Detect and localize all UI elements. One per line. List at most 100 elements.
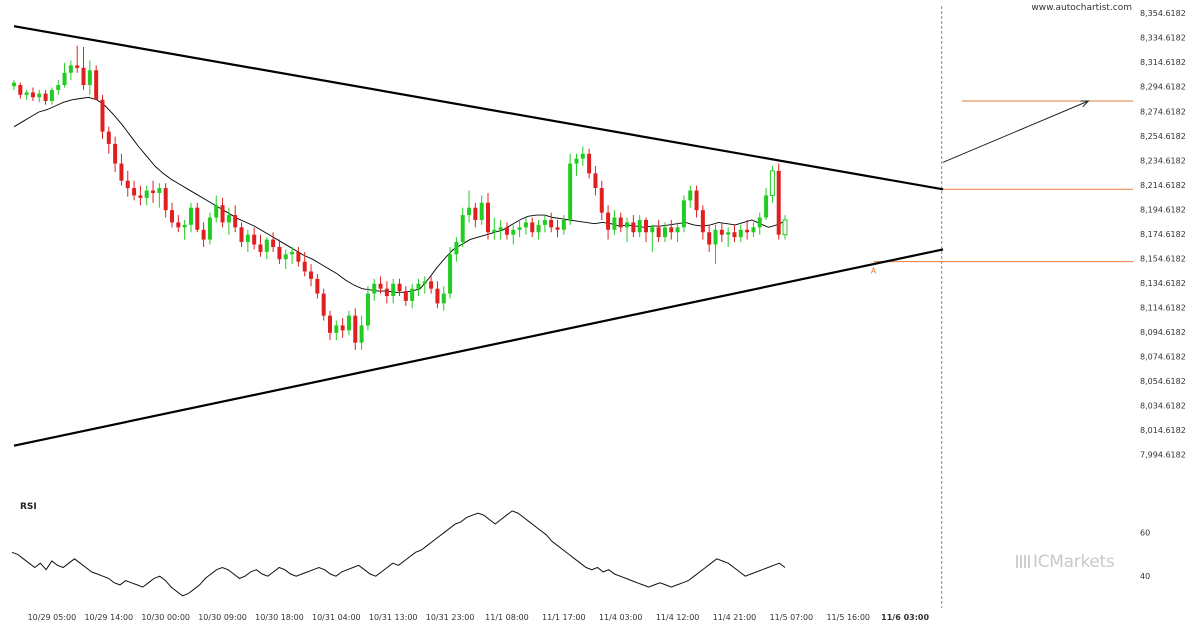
- candle: [384, 281, 389, 304]
- candle-body: [37, 93, 42, 98]
- candle-body: [87, 70, 92, 86]
- candle-body: [448, 254, 453, 294]
- candle: [410, 283, 415, 309]
- candle: [87, 60, 92, 95]
- candle: [662, 222, 667, 243]
- candle-body: [732, 232, 737, 238]
- candle: [321, 288, 326, 321]
- candle-body: [106, 131, 111, 144]
- candle-body: [302, 261, 307, 272]
- candle: [681, 195, 686, 233]
- candle-body: [757, 217, 762, 228]
- y-tick-label: 8,014.6182: [1140, 426, 1186, 435]
- candle: [283, 249, 288, 270]
- candle-body: [397, 283, 402, 292]
- candle: [650, 224, 655, 252]
- candle-body: [606, 212, 611, 230]
- x-tick-label: 10/31 23:00: [426, 613, 475, 622]
- x-tick-label: 11/4 03:00: [599, 613, 643, 622]
- candle: [486, 192, 490, 240]
- candle: [68, 60, 73, 81]
- candle: [365, 286, 370, 331]
- candle-body: [498, 227, 503, 230]
- candle: [726, 227, 731, 247]
- icmarkets-logo-icon: [1016, 555, 1030, 568]
- candle: [309, 264, 314, 287]
- candle-body: [195, 207, 200, 230]
- candle-body: [100, 99, 105, 132]
- time-axis: 10/29 05:00 10/29 14:00 10/30 00:00 10/30 0…: [28, 613, 930, 622]
- candle: [106, 126, 111, 154]
- y-tick-label: 8,134.6182: [1140, 279, 1186, 288]
- candle-body: [504, 227, 509, 235]
- candle-body: [226, 215, 231, 223]
- candle-body: [467, 207, 472, 216]
- candle: [233, 205, 238, 233]
- candle-body: [277, 246, 282, 260]
- candle-body: [473, 207, 478, 220]
- candle: [504, 222, 509, 240]
- candle: [302, 251, 307, 277]
- candle: [757, 212, 762, 235]
- x-tick-label: 11/1 17:00: [542, 613, 586, 622]
- candle-body: [435, 288, 440, 304]
- candle: [239, 222, 244, 247]
- candle: [132, 180, 137, 201]
- candle-body: [372, 283, 377, 294]
- x-tick-label: 10/29 14:00: [84, 613, 133, 622]
- candle: [580, 146, 585, 166]
- candle-body: [650, 227, 655, 233]
- brand-text: ICMarkets: [1033, 552, 1115, 572]
- candle-body: [283, 254, 288, 260]
- candle: [201, 222, 206, 247]
- candle: [49, 87, 54, 105]
- candle-body: [12, 82, 16, 87]
- candle: [391, 278, 396, 304]
- moving-average-layer: [13, 96, 786, 293]
- rsi-tick-label: 40: [1140, 572, 1150, 581]
- candle-body: [119, 163, 124, 181]
- candle: [353, 308, 358, 350]
- rsi-tick-label: 60: [1140, 529, 1150, 538]
- candle-body: [776, 170, 781, 235]
- candle: [713, 224, 718, 265]
- candle-body: [454, 242, 459, 255]
- candle: [277, 239, 282, 265]
- candle: [81, 47, 86, 90]
- candle: [403, 286, 408, 306]
- candle-body: [517, 227, 522, 230]
- x-tick-label: 10/31 13:00: [369, 613, 418, 622]
- candle-body: [94, 70, 99, 100]
- candle: [549, 212, 554, 233]
- candle: [675, 222, 680, 243]
- candle: [258, 234, 263, 257]
- candle-body: [599, 188, 604, 213]
- candle: [574, 153, 579, 176]
- y-tick-label: 7,994.6182: [1140, 451, 1186, 460]
- y-tick-label: 8,094.6182: [1140, 328, 1186, 337]
- candle: [151, 180, 156, 203]
- candle-body: [738, 229, 743, 238]
- candle: [296, 246, 301, 267]
- candle-body: [214, 205, 219, 218]
- candle: [776, 163, 781, 240]
- y-tick-label: 8,074.6182: [1140, 353, 1186, 362]
- candle-body: [561, 219, 566, 230]
- candle-body: [125, 180, 130, 189]
- candle-body: [151, 190, 156, 193]
- candle: [612, 210, 617, 235]
- candle: [207, 212, 212, 245]
- candle-body: [138, 195, 143, 198]
- x-tick-label: 11/1 08:00: [485, 613, 529, 622]
- candle: [536, 219, 541, 240]
- brand-logo: ICMarkets: [1016, 552, 1115, 572]
- candle-body: [403, 291, 408, 301]
- candle-body: [258, 244, 263, 252]
- candle: [707, 224, 712, 252]
- candle: [568, 153, 573, 225]
- candle-body: [574, 158, 579, 164]
- candle-body: [359, 325, 364, 343]
- trendline: [13, 248, 944, 447]
- candle-body: [271, 239, 276, 247]
